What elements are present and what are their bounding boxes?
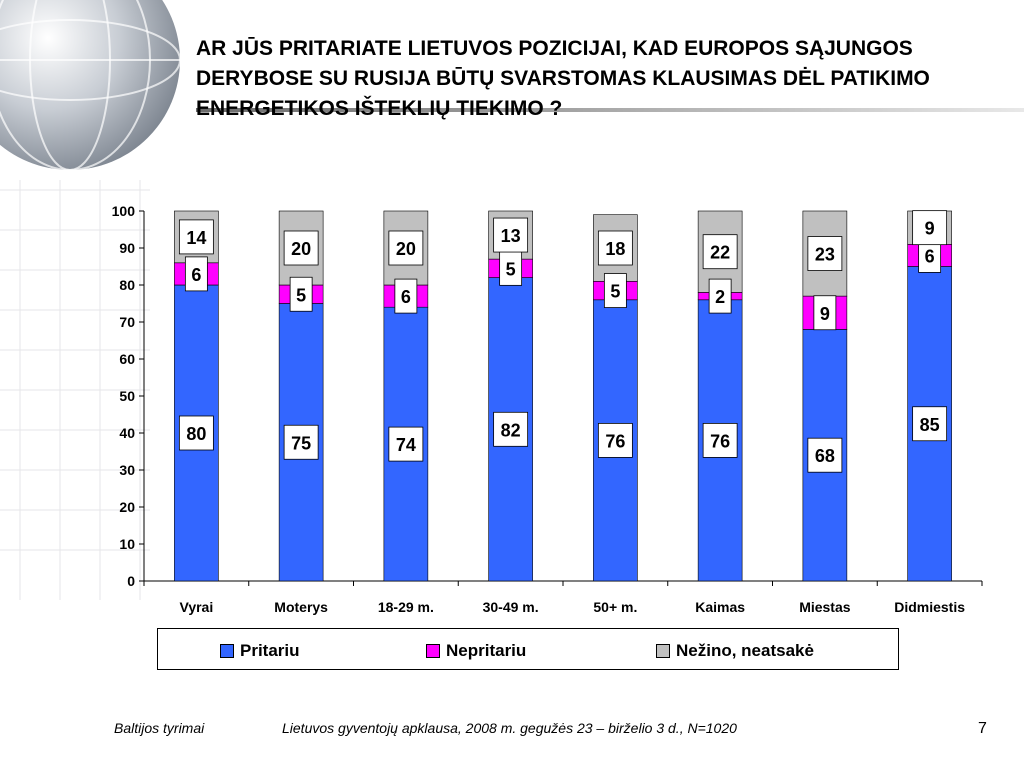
data-label: 22 [710,243,730,263]
page-number: 7 [978,720,987,737]
y-tick-label: 0 [127,573,135,589]
footer-survey: Lietuvos gyventojų apklausa, 2008 m. geg… [282,720,737,736]
x-tick-label: 30-49 m. [483,599,539,615]
data-label-box [912,406,948,442]
data-label-box [603,273,627,308]
legend-item-nepritariu: Nepritariu [426,641,526,661]
data-label: 2 [715,287,725,307]
y-tick-label: 60 [119,351,135,367]
data-label: 82 [501,420,521,440]
x-tick-label: 50+ m. [593,599,637,615]
data-label: 18 [605,239,625,259]
data-label-box [388,426,424,462]
data-label: 5 [610,282,620,302]
legend-swatch-pritariu [220,644,234,658]
data-label: 5 [296,285,306,305]
x-tick-label: 18-29 m. [378,599,434,615]
data-label-box [283,230,319,266]
x-tick-label: Didmiestis [894,599,965,615]
y-tick-label: 100 [112,203,136,219]
legend-swatch-nepritariu [426,644,440,658]
legend-label: Nežino, neatsakė [676,641,814,660]
data-label: 80 [186,424,206,444]
footer-source: Baltijos tyrimai [114,720,205,736]
data-label: 9 [925,219,935,239]
legend-item-pritariu: Pritariu [220,641,300,661]
data-label: 20 [291,239,311,259]
y-tick-label: 80 [119,277,135,293]
data-label: 68 [815,446,835,466]
x-tick-label: Miestas [799,599,851,615]
data-label: 76 [605,431,625,451]
legend-item-nezino: Nežino, neatsakė [656,641,814,661]
data-label-box [708,278,732,314]
data-label-box [394,278,418,314]
data-label: 20 [396,239,416,259]
legend-label: Nepritariu [446,641,527,660]
data-label: 13 [501,226,521,246]
slide-title: AR JŪS PRITARIATE LIETUVOS POZICIJAI, KA… [196,37,930,120]
data-label-box [597,230,633,266]
x-tick-label: Vyrai [180,599,214,615]
legend: Pritariu Nepritariu Nežino, neatsakė [157,628,899,670]
data-label-box [807,437,843,473]
data-label: 6 [191,265,201,285]
data-label-box [493,217,529,253]
data-label: 74 [396,435,416,455]
data-label-box [289,276,313,312]
data-label-box [283,424,319,460]
data-label: 9 [820,304,830,324]
data-label: 14 [186,228,206,248]
globe-icon [0,0,181,171]
data-label: 85 [920,415,940,435]
data-label: 76 [710,431,730,451]
data-label-box [178,415,214,451]
grid-pattern [0,180,150,600]
data-label-box [597,422,633,458]
legend-label: Pritariu [240,641,300,660]
data-label-box [388,230,424,266]
x-axis: Vyrai Moterys 18-29 m. 30-49 m. 50+ m. Kaimas… [143,580,983,615]
data-label: 23 [815,245,835,265]
data-label-box [813,295,837,331]
data-label-box [493,411,529,447]
data-label-box [807,236,843,271]
y-tick-label: 20 [119,499,135,515]
y-tick-label: 70 [119,314,135,330]
data-label-box [912,210,948,246]
y-tick-label: 30 [119,462,135,478]
data-label: 5 [506,259,516,279]
data-label: 6 [925,246,935,266]
data-label-box [178,219,214,255]
data-label-box [702,234,738,270]
header-stripe [196,108,1024,112]
y-tick-label: 40 [119,425,135,441]
data-label-box [184,256,208,292]
legend-swatch-nezino [656,644,670,658]
y-tick-label: 50 [119,388,135,404]
data-label: 6 [401,287,411,307]
x-tick-label: Kaimas [695,599,745,615]
data-label: 75 [291,433,311,453]
y-tick-label: 90 [119,240,135,256]
y-axis: 0 10 20 30 40 50 60 70 80 90 100 [112,203,145,589]
x-tick-label: Moterys [274,599,328,615]
data-label-box [702,422,738,458]
y-tick-label: 10 [119,536,135,552]
